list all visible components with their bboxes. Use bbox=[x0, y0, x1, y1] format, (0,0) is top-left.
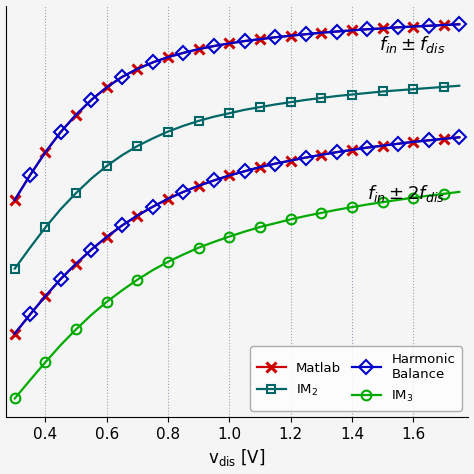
Text: $f_{in} \pm 2f_{dis}$: $f_{in} \pm 2f_{dis}$ bbox=[367, 182, 445, 203]
Legend: Matlab, IM$_2$, Harmonic
Balance, IM$_3$: Matlab, IM$_2$, Harmonic Balance, IM$_3$ bbox=[250, 346, 462, 410]
Text: $f_{in} \pm f_{dis}$: $f_{in} \pm f_{dis}$ bbox=[379, 35, 445, 55]
X-axis label: v$_{\mathrm{dis}}$ [V]: v$_{\mathrm{dis}}$ [V] bbox=[208, 447, 266, 468]
